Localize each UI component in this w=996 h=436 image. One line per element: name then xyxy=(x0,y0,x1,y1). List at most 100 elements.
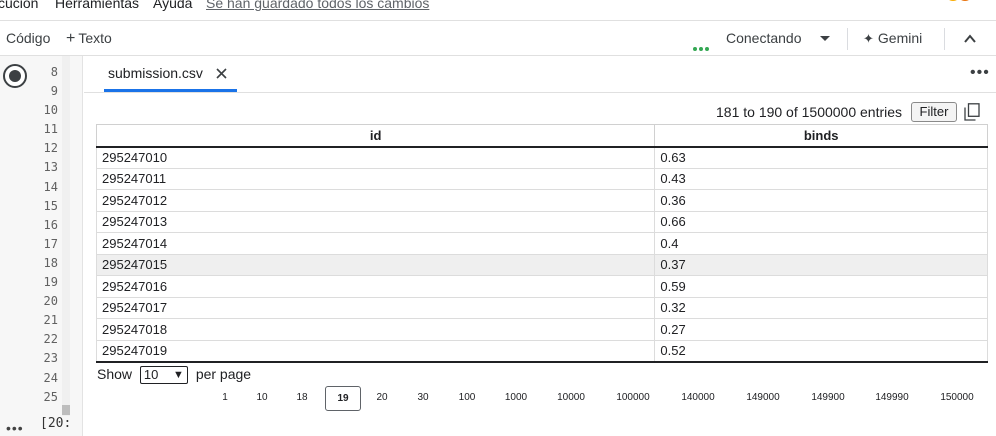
connection-status-icon xyxy=(693,38,711,56)
data-table: id binds 295247010 0.63 295247011 0.43 2… xyxy=(95,124,988,363)
cell-id: 295247015 xyxy=(95,253,656,276)
chevron-down-icon[interactable] xyxy=(819,35,831,43)
cell-binds: 0.4 xyxy=(654,232,988,255)
add-text-button[interactable]: + Texto xyxy=(66,30,112,47)
cell-id: 295247010 xyxy=(95,146,656,169)
cell-binds: 0.27 xyxy=(654,318,988,341)
line-number: 14 xyxy=(43,179,58,194)
cell-binds: 0.43 xyxy=(654,167,988,190)
table-row: 295247011 0.43 xyxy=(95,167,988,190)
page-link[interactable]: 30 xyxy=(417,392,429,403)
page-link[interactable]: 149000 xyxy=(746,392,780,403)
copy-icon[interactable] xyxy=(964,103,980,121)
plus-icon: + xyxy=(66,30,76,47)
menu-item-ejecucion[interactable]: cución xyxy=(0,0,39,11)
page-link[interactable]: 20 xyxy=(376,392,388,403)
line-number: 9 xyxy=(50,84,58,99)
page-link[interactable]: 10000 xyxy=(557,392,585,403)
line-number: 10 xyxy=(43,103,58,118)
cell-id: 295247013 xyxy=(95,210,656,233)
table-row: 295247016 0.59 xyxy=(95,275,988,298)
chevron-down-icon: ▼ xyxy=(173,369,184,382)
line-number: 25 xyxy=(43,389,58,404)
line-number: 17 xyxy=(43,236,58,251)
column-header-id[interactable]: id xyxy=(95,124,656,148)
page-link[interactable]: 1 xyxy=(222,392,228,403)
cell-binds: 0.32 xyxy=(654,296,988,319)
line-number: 12 xyxy=(43,141,58,156)
page-link[interactable]: 100000 xyxy=(616,392,650,403)
page-link[interactable]: 149990 xyxy=(875,392,909,403)
more-horizontal-icon[interactable]: ••• xyxy=(970,64,990,81)
cell-id: 295247016 xyxy=(95,275,656,298)
pagination: 1 10 18 19 20 30 100 1000 10000 100000 1… xyxy=(0,386,996,411)
code-scrollbar-track[interactable] xyxy=(62,56,70,416)
more-horizontal-icon[interactable]: ••• xyxy=(6,420,24,436)
page-link[interactable]: 140000 xyxy=(681,392,715,403)
toolbar-divider xyxy=(944,28,945,50)
menu-item-herramientas[interactable]: Herramientas xyxy=(55,0,140,11)
table-row: 295247018 0.27 xyxy=(95,318,988,341)
page-link[interactable]: 1000 xyxy=(504,392,528,403)
line-numbers: 8 9 10 11 12 13 14 15 16 17 18 19 20 21 … xyxy=(30,63,58,407)
tab-label: submission.csv xyxy=(108,65,203,81)
table-row: 295247015 0.37 xyxy=(95,253,988,276)
per-page-select[interactable]: 10 ▼ xyxy=(139,366,188,385)
saved-status-link[interactable]: Se han guardado todos los cambios xyxy=(206,0,430,11)
table-row: 295247013 0.66 xyxy=(95,210,988,233)
cell-binds: 0.37 xyxy=(654,253,988,276)
column-header-binds[interactable]: binds xyxy=(654,124,988,148)
add-code-button[interactable]: Código xyxy=(6,30,51,46)
table-row: 295247017 0.32 xyxy=(95,296,988,319)
line-number: 13 xyxy=(43,160,58,175)
cell-id: 295247019 xyxy=(95,339,656,363)
gemini-sparkle-icon: ✦ xyxy=(863,31,874,46)
table-row: 295247014 0.4 xyxy=(95,232,988,255)
colab-logo-icon xyxy=(949,0,969,1)
page-link[interactable]: 149900 xyxy=(811,392,845,403)
page-link-current[interactable]: 19 xyxy=(325,386,361,411)
stop-run-icon[interactable] xyxy=(3,64,27,88)
cell-id: 295247014 xyxy=(95,232,656,255)
page-link[interactable]: 150000 xyxy=(940,392,974,403)
line-number: 24 xyxy=(43,370,58,385)
table-row: 295247010 0.63 xyxy=(95,146,988,169)
close-icon[interactable] xyxy=(215,67,228,80)
file-tab-bar: submission.csv xyxy=(84,56,996,93)
line-number: 18 xyxy=(43,255,58,270)
line-number: 16 xyxy=(43,217,58,232)
cell-id: 295247018 xyxy=(95,318,656,341)
line-number: 23 xyxy=(43,351,58,366)
cell-binds: 0.36 xyxy=(654,189,988,212)
table-row: 295247019 0.52 xyxy=(95,339,988,363)
per-page-control: Show 10 ▼ per page xyxy=(97,366,252,385)
menu-bar: cución Herramientas Ayuda Se han guardad… xyxy=(0,0,996,20)
gemini-button[interactable]: ✦ Gemini xyxy=(863,30,923,46)
notebook-toolbar: Código + Texto Conectando ✦ Gemini xyxy=(0,20,996,56)
cell-gutter: 8 9 10 11 12 13 14 15 16 17 18 19 20 21 … xyxy=(0,56,83,436)
filter-button[interactable]: Filter xyxy=(911,102,957,122)
cell-binds: 0.59 xyxy=(654,275,988,298)
show-label: Show xyxy=(97,366,133,382)
page-link[interactable]: 18 xyxy=(296,392,308,403)
connection-status-button[interactable]: Conectando xyxy=(726,30,802,46)
entries-count: 181 to 190 of 1500000 entries xyxy=(716,104,903,120)
code-scrollbar-thumb[interactable] xyxy=(62,405,70,415)
cell-binds: 0.66 xyxy=(654,210,988,233)
toolbar-divider xyxy=(847,28,848,50)
line-number: 11 xyxy=(43,122,58,137)
tab-submission-csv[interactable]: submission.csv xyxy=(104,56,237,92)
table-row: 295247012 0.36 xyxy=(95,189,988,212)
line-number: 21 xyxy=(43,313,58,328)
page-link[interactable]: 10 xyxy=(256,392,268,403)
per-page-label: per page xyxy=(195,366,252,382)
cell-output-prefix: [20: xyxy=(40,416,72,431)
menu-item-ayuda[interactable]: Ayuda xyxy=(153,0,193,11)
page-link[interactable]: 100 xyxy=(458,392,476,403)
line-number: 19 xyxy=(43,275,58,290)
cell-binds: 0.63 xyxy=(654,146,988,169)
cell-binds: 0.52 xyxy=(654,339,988,363)
cell-id: 295247012 xyxy=(95,189,656,212)
chevron-up-icon[interactable] xyxy=(964,34,976,43)
cell-id: 295247017 xyxy=(95,296,656,319)
